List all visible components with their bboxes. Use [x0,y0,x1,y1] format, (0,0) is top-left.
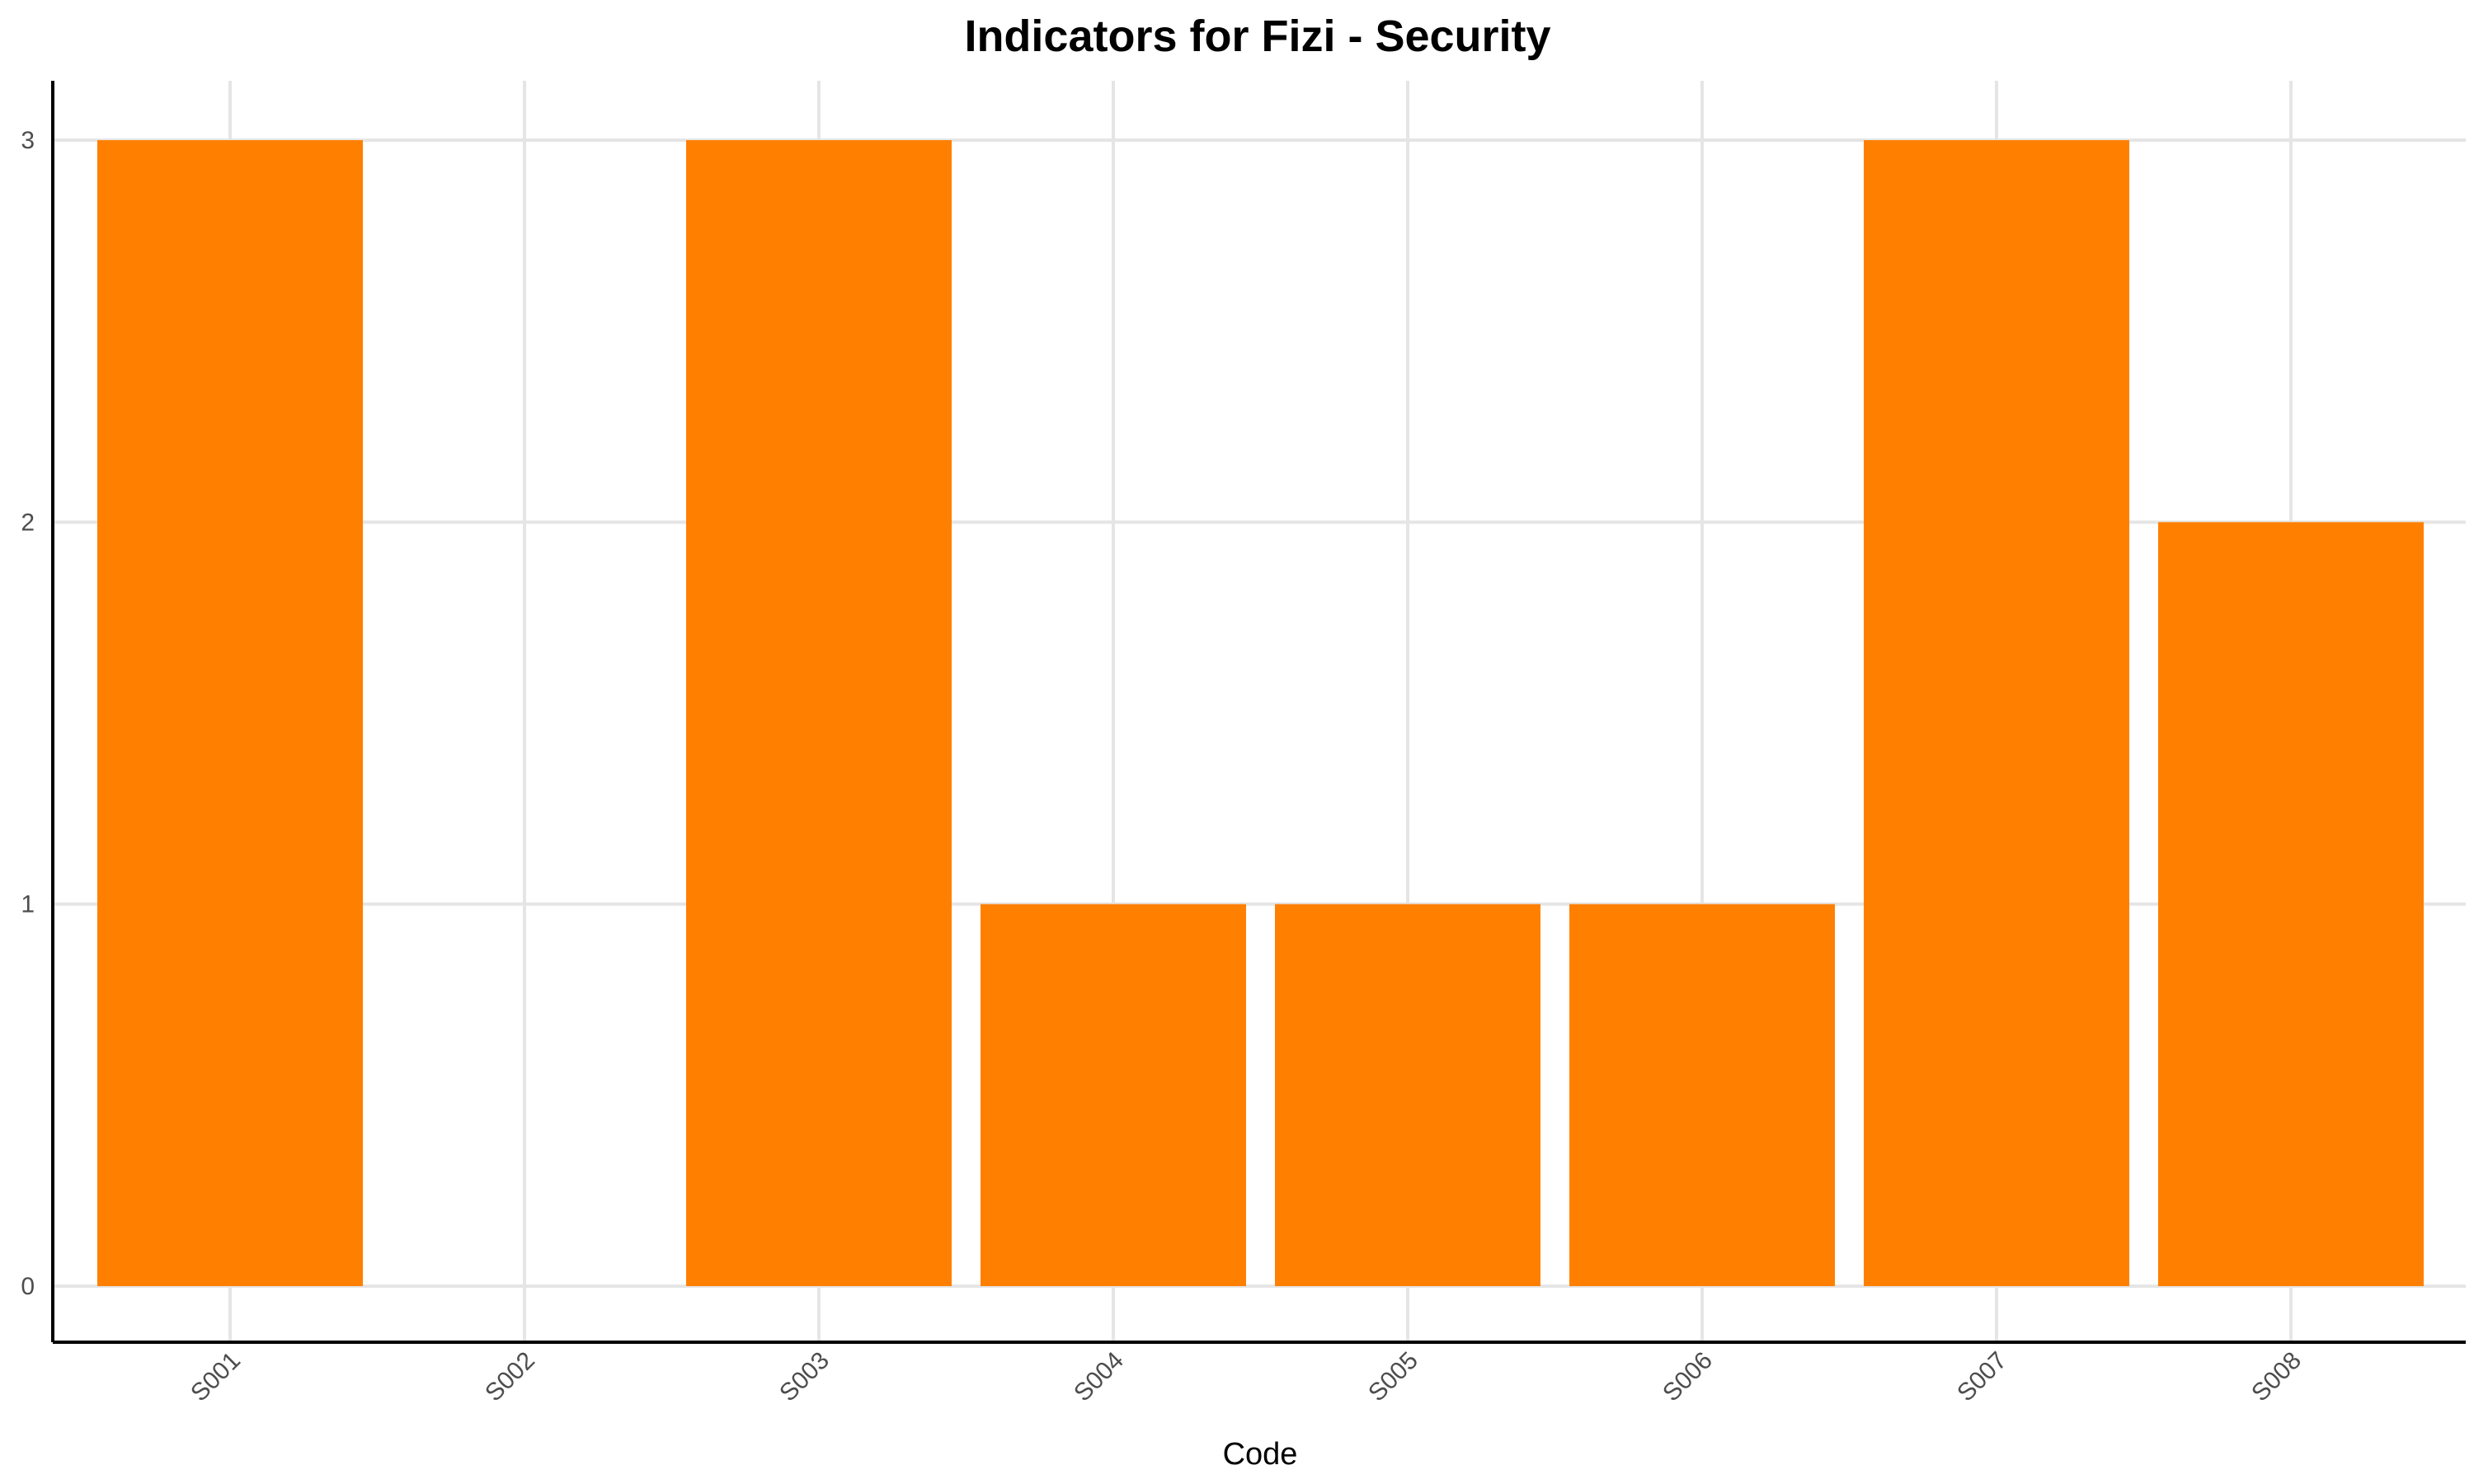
bar-s003 [686,140,952,1286]
y-tick-label: 3 [21,127,35,154]
y-tick-label: 1 [21,891,35,918]
x-tick-label: S003 [774,1347,835,1407]
x-tick-label: S004 [1069,1347,1129,1407]
x-tick-label: S008 [2246,1347,2307,1407]
x-tick-label: S002 [480,1347,540,1407]
x-tick-label: S006 [1658,1347,1718,1407]
chart-title: Indicators for Fizi - Security [964,12,1550,61]
x-tick-label: S001 [186,1347,246,1407]
bar-s004 [981,904,1246,1286]
axes [51,81,2466,1344]
x-tick-label: S007 [1952,1347,2012,1407]
bar-s008 [2158,522,2424,1286]
x-axis-title: Code [1223,1437,1298,1472]
x-tick-label: S005 [1363,1347,1423,1407]
bar-s006 [1569,904,1835,1286]
y-tick-label: 2 [21,509,35,536]
bars [97,140,2424,1286]
bar-s001 [97,140,363,1286]
bar-s005 [1275,904,1540,1286]
x-tick-labels: S001 S002 S003 S004 S005 S006 S007 S008 [186,1347,2307,1407]
y-tick-label: 0 [21,1273,35,1300]
y-tick-labels: 0 1 2 3 [21,127,35,1300]
bar-s007 [1864,140,2129,1286]
